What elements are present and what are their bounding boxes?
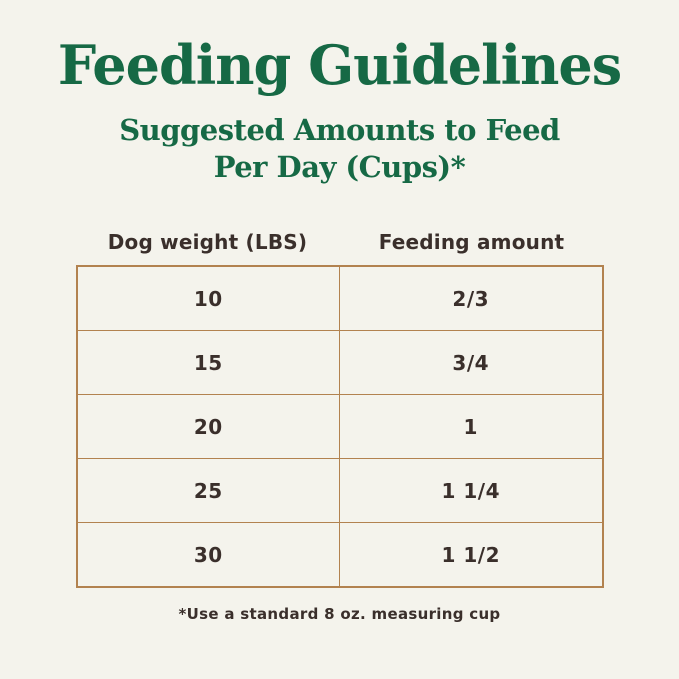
- dog-weight-cell: 30: [76, 522, 340, 588]
- column-header-dog-weight: Dog weight (LBS): [107, 230, 308, 254]
- table-column-headers: Dog weight (LBS) Feeding amount: [76, 230, 604, 254]
- measuring-cup-footnote: *Use a standard 8 oz. measuring cup: [178, 605, 501, 623]
- dog-weight-cell: 20: [76, 394, 340, 459]
- page-subtitle: Suggested Amounts to Feed Per Day (Cups)…: [0, 112, 679, 186]
- feeding-table: 10 2/3 15 3/4 20 1 25 1 1/4 30 1 1/2: [75, 265, 604, 588]
- dog-weight-cell: 25: [76, 458, 340, 523]
- subtitle-line-2: Per Day (Cups)*: [213, 150, 466, 184]
- dog-weight-cell: 15: [76, 330, 340, 395]
- feeding-table-section: Dog weight (LBS) Feeding amount 10 2/3 1…: [75, 230, 604, 588]
- table-row: 10 2/3: [76, 265, 603, 331]
- feeding-amount-cell: 2/3: [339, 265, 603, 331]
- table-row: 15 3/4: [76, 330, 603, 395]
- table-row: 20 1: [76, 394, 603, 459]
- table-row: 25 1 1/4: [76, 458, 603, 523]
- feeding-amount-cell: 3/4: [339, 330, 603, 395]
- feeding-amount-cell: 1 1/2: [339, 522, 603, 588]
- feeding-amount-cell: 1 1/4: [339, 458, 603, 523]
- page-title: Feeding Guidelines: [57, 33, 622, 97]
- table-row: 30 1 1/2: [76, 522, 603, 588]
- feeding-amount-cell: 1: [339, 394, 603, 459]
- feeding-table-body: 10 2/3 15 3/4 20 1 25 1 1/4 30 1 1/2: [76, 265, 603, 588]
- dog-weight-cell: 10: [76, 265, 340, 331]
- column-header-feeding-amount: Feeding amount: [378, 230, 565, 254]
- subtitle-line-1: Suggested Amounts to Feed: [119, 113, 560, 147]
